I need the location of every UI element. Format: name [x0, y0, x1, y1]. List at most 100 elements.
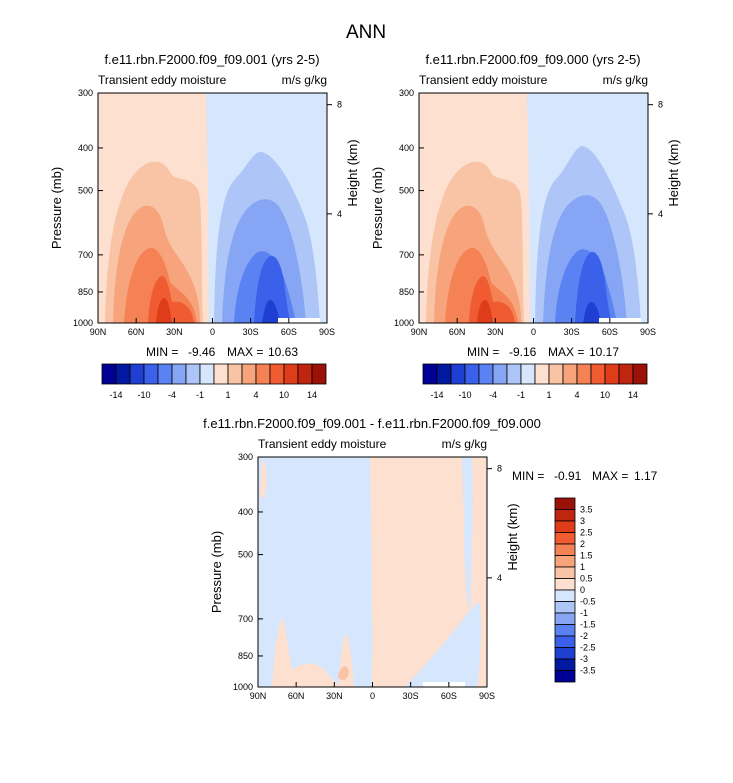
panel-3-pos-band-nh	[272, 618, 340, 687]
panel-1-axes: 90N 60N 30N 0 30S 60S 90S 300 400 500 700 850 1000 8 4…	[49, 88, 360, 337]
panel-1-ylabel: Pressure (mb)	[49, 167, 64, 249]
panel-1-min-value: -9.46	[188, 345, 216, 359]
colorbar-swatch	[534, 363, 550, 385]
panel-1-xtick-label: 90N	[90, 327, 107, 337]
panel-2-xtick-label: 60S	[602, 327, 618, 337]
panel-3-nh-negative-region	[258, 457, 373, 687]
panel-1-xtick-label: 60S	[281, 327, 297, 337]
colorbar-swatch	[283, 363, 299, 385]
panel-3-max-value: 1.17	[634, 469, 658, 483]
panel-1-stats: MIN = -9.46 MAX = 10.63	[146, 345, 298, 359]
colorbar-swatch	[436, 363, 452, 385]
panel-3-ytick-label: 1000	[233, 682, 253, 692]
panel-2-xtick-label: 30S	[564, 327, 580, 337]
colorbar-swatch	[464, 363, 480, 385]
colorbar-label: -4	[489, 390, 497, 400]
panel-3-xtick-label: 0	[370, 691, 375, 701]
panel-1-neg-level-4	[254, 255, 290, 323]
panel-2-xtick-label: 30N	[487, 327, 504, 337]
colorbar-diff-label: -3	[580, 654, 588, 664]
colorbar-diff-swatch	[554, 532, 576, 545]
page-title: ANN	[346, 22, 386, 43]
panel-1-ytick-label: 700	[78, 250, 93, 260]
panel-3-contours	[258, 457, 487, 687]
panel-1-neg-level-5	[262, 300, 280, 323]
colorbar-label: 1	[546, 390, 551, 400]
panel-2-xtick-label: 60N	[449, 327, 466, 337]
panel-3-title: f.e11.rbn.F2000.f09_f09.001 - f.e11.rbn.…	[203, 416, 541, 431]
panel-3-ytick-label: 400	[238, 507, 253, 517]
colorbar-diff-swatch	[554, 589, 576, 602]
colorbar-diff-label: -1	[580, 608, 588, 618]
panel-2-stats: MIN = -9.16 MAX = 10.17	[467, 345, 619, 359]
colorbar-label: -4	[168, 390, 176, 400]
panel-2-max-value: 10.17	[589, 345, 619, 359]
panel-1-xtick-label: 90S	[319, 327, 335, 337]
panel-3-ylabel: Pressure (mb)	[209, 531, 224, 613]
panel-2-y2tick-label: 4	[658, 209, 663, 219]
colorbar-swatch	[199, 363, 215, 385]
panel-1-max-value: 10.63	[268, 345, 298, 359]
colorbar-swatch	[115, 363, 131, 385]
panel-3-axes: 90N 60N 30N 0 30S 60S 90S 300 400 500 700 850 1000 8 4…	[209, 452, 520, 701]
colorbar-label: -10	[137, 390, 150, 400]
panel-3: f.e11.rbn.F2000.f09_f09.001 - f.e11.rbn.…	[203, 416, 541, 701]
colorbar-label: 1	[225, 390, 230, 400]
colorbar-swatch	[213, 363, 229, 385]
panel-3-y2tick-label: 8	[497, 464, 502, 474]
panel-3-y2label: Height (km)	[505, 503, 520, 570]
panel-2-ytick-label: 850	[399, 287, 414, 297]
panel-1-y2tick-label: 4	[337, 209, 342, 219]
panel-2-ytick-label: 1000	[394, 318, 414, 328]
panel-1-xtick-label: 60N	[128, 327, 145, 337]
colorbar-diff-swatch	[554, 635, 576, 648]
colorbar-diff-swatch	[554, 566, 576, 579]
colorbar-label: 10	[279, 390, 289, 400]
colorbar-label: 4	[574, 390, 579, 400]
colorbar-swatch	[632, 363, 648, 385]
panel-3-xtick-label: 30S	[403, 691, 419, 701]
colorbar-swatch	[157, 363, 173, 385]
colorbar-difference: 3.53 2.52 1.51 0.50 -0.5-1 -1.5-2 -2.5-3 -3.5	[554, 497, 596, 683]
panel-3-y2tick-label: 4	[497, 573, 502, 583]
panel-2: f.e11.rbn.F2000.f09_f09.000 (yrs 2-5) Tr…	[370, 52, 681, 337]
colorbar-label: 14	[628, 390, 638, 400]
panel-1-xtick-label: 30S	[243, 327, 259, 337]
panel-2-missing-data	[599, 318, 641, 323]
panel-1-xtick-label: 30N	[166, 327, 183, 337]
panel-3-xtick-label: 90S	[479, 691, 495, 701]
panel-2-left-label: Transient eddy moisture	[419, 73, 548, 87]
panel-3-pos-level-1	[338, 666, 349, 680]
colorbar-swatch	[478, 363, 494, 385]
colorbar-diff-swatch	[554, 509, 576, 522]
panel-2-y2tick-label: 8	[658, 100, 663, 110]
colorbar-label: -14	[109, 390, 122, 400]
colorbar-diff-swatch	[554, 497, 576, 510]
panel-3-ytick-label: 850	[238, 651, 253, 661]
colorbar-swatch	[143, 363, 159, 385]
colorbar-diff-label: 2.5	[580, 528, 593, 538]
panel-3-pos-lobe-near-pole	[260, 460, 267, 498]
panel-1-y2label: Height (km)	[345, 139, 360, 206]
panel-1-max-label: MAX =	[227, 345, 263, 359]
colorbar-diff-label: 1.5	[580, 551, 593, 561]
panel-3-missing-data	[423, 682, 465, 687]
colorbar-diff-swatch	[554, 601, 576, 614]
colorbar-swatch	[185, 363, 201, 385]
panel-2-title: f.e11.rbn.F2000.f09_f09.000 (yrs 2-5)	[425, 52, 640, 67]
panel-2-xtick-label: 90S	[640, 327, 656, 337]
colorbar-swatch	[520, 363, 536, 385]
panel-2-min-label: MIN =	[467, 345, 499, 359]
colorbar-label: 10	[600, 390, 610, 400]
colorbar-diff-swatch	[554, 670, 576, 683]
colorbar-diff-label: 0.5	[580, 574, 593, 584]
panel-3-ytick-label: 700	[238, 614, 253, 624]
colorbar-swatch	[506, 363, 522, 385]
colorbar-swatch	[492, 363, 508, 385]
colorbar-label: 14	[307, 390, 317, 400]
panel-2-ytick-label: 300	[399, 88, 414, 98]
colorbar-diff-swatch	[554, 658, 576, 671]
panel-2-min-value: -9.16	[509, 345, 537, 359]
panel-2-neg-level-5	[583, 302, 601, 323]
